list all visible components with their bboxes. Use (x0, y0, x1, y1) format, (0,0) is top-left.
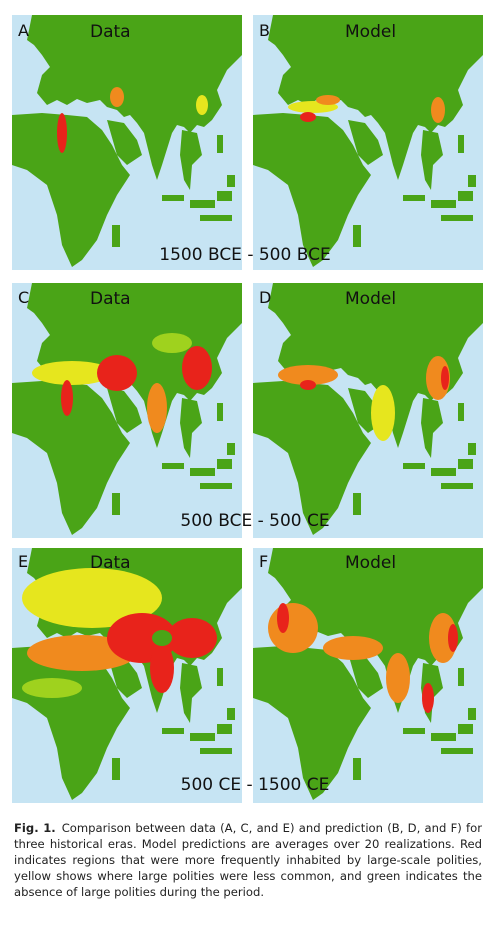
panel-letter: E (18, 552, 28, 571)
caption-label: Fig. 1. (14, 821, 56, 835)
panel-label: Model (345, 22, 396, 42)
panel-letter: F (259, 552, 268, 571)
panel-e (12, 548, 242, 803)
panel-letter: C (18, 288, 29, 307)
panel-label: Model (345, 289, 396, 309)
caption: Fig. 1. Comparison between data (A, C, an… (14, 820, 482, 900)
panel-b (253, 15, 483, 270)
panel-letter: B (259, 21, 270, 40)
panel-label: Data (90, 22, 131, 42)
era-label: 500 CE - 1500 CE (181, 775, 330, 795)
caption-text: Comparison between data (A, C, and E) an… (14, 821, 482, 899)
panel-c (12, 283, 242, 538)
panel-letter: A (18, 21, 29, 40)
labels: A Data B Model 1500 BCE - 500 BCE C Data… (18, 21, 396, 795)
panel-f (253, 548, 483, 803)
panel-label: Data (90, 553, 131, 573)
era-label: 1500 BCE - 500 BCE (159, 245, 330, 265)
era-label: 500 BCE - 500 CE (180, 511, 329, 531)
figure: A Data B Model 1500 BCE - 500 BCE C Data… (12, 15, 483, 803)
panel-label: Data (90, 289, 131, 309)
panel-label: Model (345, 553, 396, 573)
panel-a (12, 15, 242, 270)
panel-letter: D (259, 288, 271, 307)
panel-d (253, 283, 483, 538)
